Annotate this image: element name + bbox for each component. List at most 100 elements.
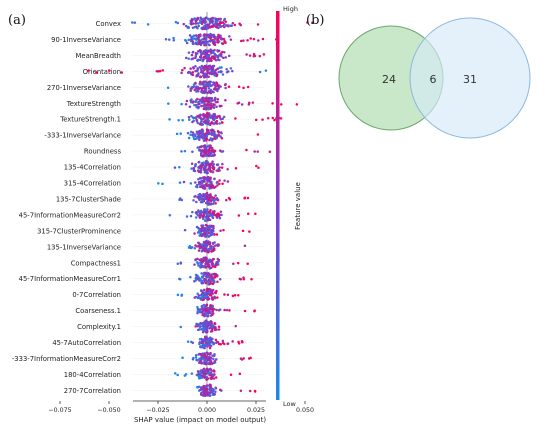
- shap-point: [199, 213, 203, 216]
- shap-point: [194, 295, 198, 299]
- shap-point: [220, 137, 224, 140]
- shap-point: [193, 195, 196, 198]
- shap-point: [212, 308, 215, 311]
- shap-point: [205, 132, 208, 135]
- shap-point: [194, 69, 197, 73]
- shap-point: [183, 66, 186, 70]
- x-tick-label: 0.000: [198, 407, 216, 414]
- shap-point: [198, 309, 201, 312]
- shap-point: [197, 105, 200, 109]
- shap-point: [204, 134, 207, 137]
- shap-point: [223, 25, 226, 29]
- shap-point: [204, 119, 207, 123]
- shap-point: [194, 34, 198, 37]
- shap-point: [233, 23, 237, 27]
- shap-point: [197, 249, 201, 252]
- shap-point: [213, 392, 216, 396]
- shap-point: [205, 182, 208, 186]
- shap-point: [198, 99, 202, 103]
- shap-point: [120, 71, 124, 74]
- shap-point: [196, 274, 199, 277]
- shap-point: [225, 68, 228, 71]
- shap-point: [213, 210, 216, 213]
- shap-point: [198, 177, 202, 180]
- shap-point: [198, 228, 202, 232]
- shap-point: [207, 264, 210, 267]
- shap-point: [216, 198, 220, 202]
- shap-point: [202, 303, 205, 307]
- shap-point: [190, 53, 194, 57]
- shap-point: [173, 166, 177, 169]
- shap-point: [212, 377, 216, 380]
- shap-point: [200, 250, 204, 253]
- shap-point: [212, 373, 215, 376]
- shap-point: [190, 22, 193, 26]
- shap-point: [219, 52, 223, 56]
- shap-point: [227, 85, 231, 89]
- shap-point: [248, 101, 251, 104]
- shap-point: [205, 184, 208, 188]
- shap-point: [196, 22, 200, 25]
- shap-point: [207, 196, 210, 200]
- shap-point: [207, 34, 211, 37]
- shap-point: [211, 160, 214, 163]
- shap-point: [202, 75, 206, 79]
- shap-point: [210, 146, 214, 150]
- shap-point: [251, 101, 255, 104]
- shap-point: [205, 260, 208, 264]
- shap-point: [199, 49, 202, 53]
- shap-point: [200, 68, 203, 72]
- shap-point: [191, 357, 195, 361]
- feature-label: 135-1InverseVariance: [47, 243, 121, 251]
- shap-point: [213, 48, 216, 52]
- shap-point: [214, 274, 217, 278]
- shap-point: [213, 233, 216, 236]
- shap-point: [202, 139, 206, 142]
- shap-point: [199, 388, 202, 392]
- shap-point: [168, 38, 171, 41]
- shap-point: [205, 191, 209, 195]
- shap-point: [203, 208, 206, 211]
- shap-point: [211, 149, 215, 152]
- shap-point: [208, 311, 212, 315]
- shap-point: [197, 161, 200, 164]
- shap-point: [198, 337, 202, 341]
- shap-point: [207, 393, 211, 397]
- shap-point: [205, 330, 208, 334]
- shap-point: [206, 259, 209, 262]
- shap-point: [209, 209, 212, 212]
- shap-point: [205, 216, 208, 219]
- shap-point: [187, 246, 191, 249]
- shap-point: [194, 82, 197, 85]
- shap-point: [200, 197, 204, 200]
- shap-point: [204, 219, 207, 222]
- shap-point: [201, 59, 205, 63]
- shap-point: [195, 118, 198, 122]
- feature-label: TextureStrength: [66, 100, 121, 108]
- shap-point: [198, 323, 201, 327]
- shap-point: [202, 213, 206, 217]
- shap-point: [271, 116, 274, 120]
- shap-point: [199, 82, 202, 86]
- feature-label: 135-7ClusterShade: [56, 195, 121, 203]
- shap-point: [209, 246, 213, 249]
- shap-point: [268, 150, 272, 154]
- shap-point: [198, 19, 202, 22]
- shap-point: [209, 203, 212, 206]
- shap-point: [189, 246, 193, 250]
- shap-point: [200, 53, 203, 56]
- shap-point: [213, 322, 217, 325]
- shap-point: [175, 132, 179, 136]
- shap-point: [205, 224, 208, 227]
- shap-point: [184, 38, 187, 42]
- shap-point: [213, 177, 216, 181]
- shap-point: [209, 372, 213, 375]
- shap-point: [223, 342, 226, 346]
- shap-point: [204, 362, 207, 366]
- shap-point: [215, 296, 219, 299]
- shap-point: [215, 74, 218, 78]
- shap-point: [212, 247, 216, 251]
- panel-b-label: (b): [306, 13, 324, 28]
- shap-point: [196, 121, 200, 125]
- shap-point: [203, 152, 206, 156]
